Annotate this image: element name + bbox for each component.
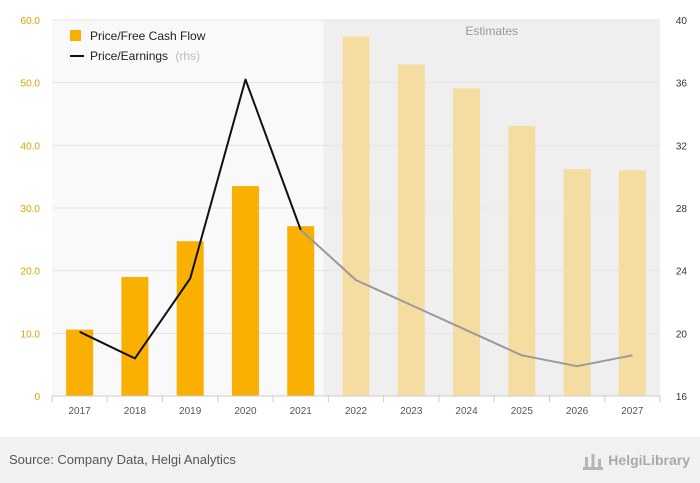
bar-2023: [397, 64, 425, 396]
left-tick-4: 40.0: [21, 141, 41, 152]
right-tick-6: 40: [676, 16, 688, 27]
line-price-earnings-estimate: [300, 229, 633, 368]
footer: Source: Company Data, Helgi Analytics He…: [0, 437, 700, 483]
x-tick-2017: 2017: [69, 406, 92, 417]
left-tick-5: 50.0: [21, 79, 41, 90]
chart-canvas: Estimates 0 10.0 20.0 30.0 40.0 50.0 60.0 16 20…: [21, 16, 688, 417]
x-tick-2027: 2027: [621, 406, 644, 417]
left-tick-3: 30.0: [21, 204, 41, 215]
right-tick-1: 20: [676, 329, 688, 340]
svg-text:Price/Earnings (rhs): Price/Earnings (rhs): [90, 49, 200, 63]
left-tick-6: 60.0: [21, 16, 41, 27]
bar-2026: [563, 169, 591, 396]
line-series: [79, 78, 633, 368]
library-building-icon: [583, 454, 604, 470]
left-tick-0: 0: [34, 392, 40, 403]
bar-2022: [342, 36, 370, 396]
right-tick-0: 16: [676, 392, 688, 403]
bar-2020: [231, 186, 259, 396]
bar-series: [66, 36, 646, 396]
helgi-library-logo[interactable]: HelgiLibrary: [582, 449, 690, 471]
legend-note-rhs: (rhs): [175, 49, 200, 63]
x-tick-2026: 2026: [566, 406, 589, 417]
legend-swatch-price-fcf: [70, 30, 81, 41]
estimates-label: Estimates: [465, 24, 518, 38]
bar-2027: [618, 170, 646, 396]
left-axis: 0 10.0 20.0 30.0 40.0 50.0 60.0: [21, 16, 41, 403]
legend-label-price-earnings: Price/Earnings: [90, 49, 168, 63]
right-tick-2: 24: [676, 267, 688, 278]
x-tick-2024: 2024: [455, 406, 478, 417]
logo-text: HelgiLibrary: [608, 452, 690, 468]
x-tick-2019: 2019: [179, 406, 202, 417]
bar-2021: [287, 226, 315, 396]
x-tick-2025: 2025: [511, 406, 534, 417]
bar-2024: [453, 88, 481, 396]
bar-2018: [121, 276, 149, 396]
left-tick-1: 10.0: [21, 329, 41, 340]
x-tick-2021: 2021: [290, 406, 313, 417]
right-axis: 16 20 24 28 32 36 40: [676, 16, 688, 403]
bar-2019: [176, 241, 204, 396]
legend: Price/Free Cash Flow Price/Earnings (rhs…: [70, 29, 206, 63]
right-tick-3: 28: [676, 204, 688, 215]
line-price-earnings-actual: [79, 78, 302, 360]
x-tick-2022: 2022: [345, 406, 368, 417]
bar-2017: [66, 329, 94, 396]
x-tick-2023: 2023: [400, 406, 423, 417]
left-tick-2: 20.0: [21, 267, 41, 278]
legend-label-price-fcf: Price/Free Cash Flow: [90, 29, 206, 43]
x-tick-2018: 2018: [124, 406, 147, 417]
x-tick-2020: 2020: [234, 406, 257, 417]
source-note: Source: Company Data, Helgi Analytics: [9, 452, 236, 467]
right-tick-4: 32: [676, 141, 688, 152]
x-axis: 2017 2018 2019 2020 2021 2022 2023 2024 2025 2026…: [51, 395, 661, 417]
right-tick-5: 36: [676, 79, 688, 90]
